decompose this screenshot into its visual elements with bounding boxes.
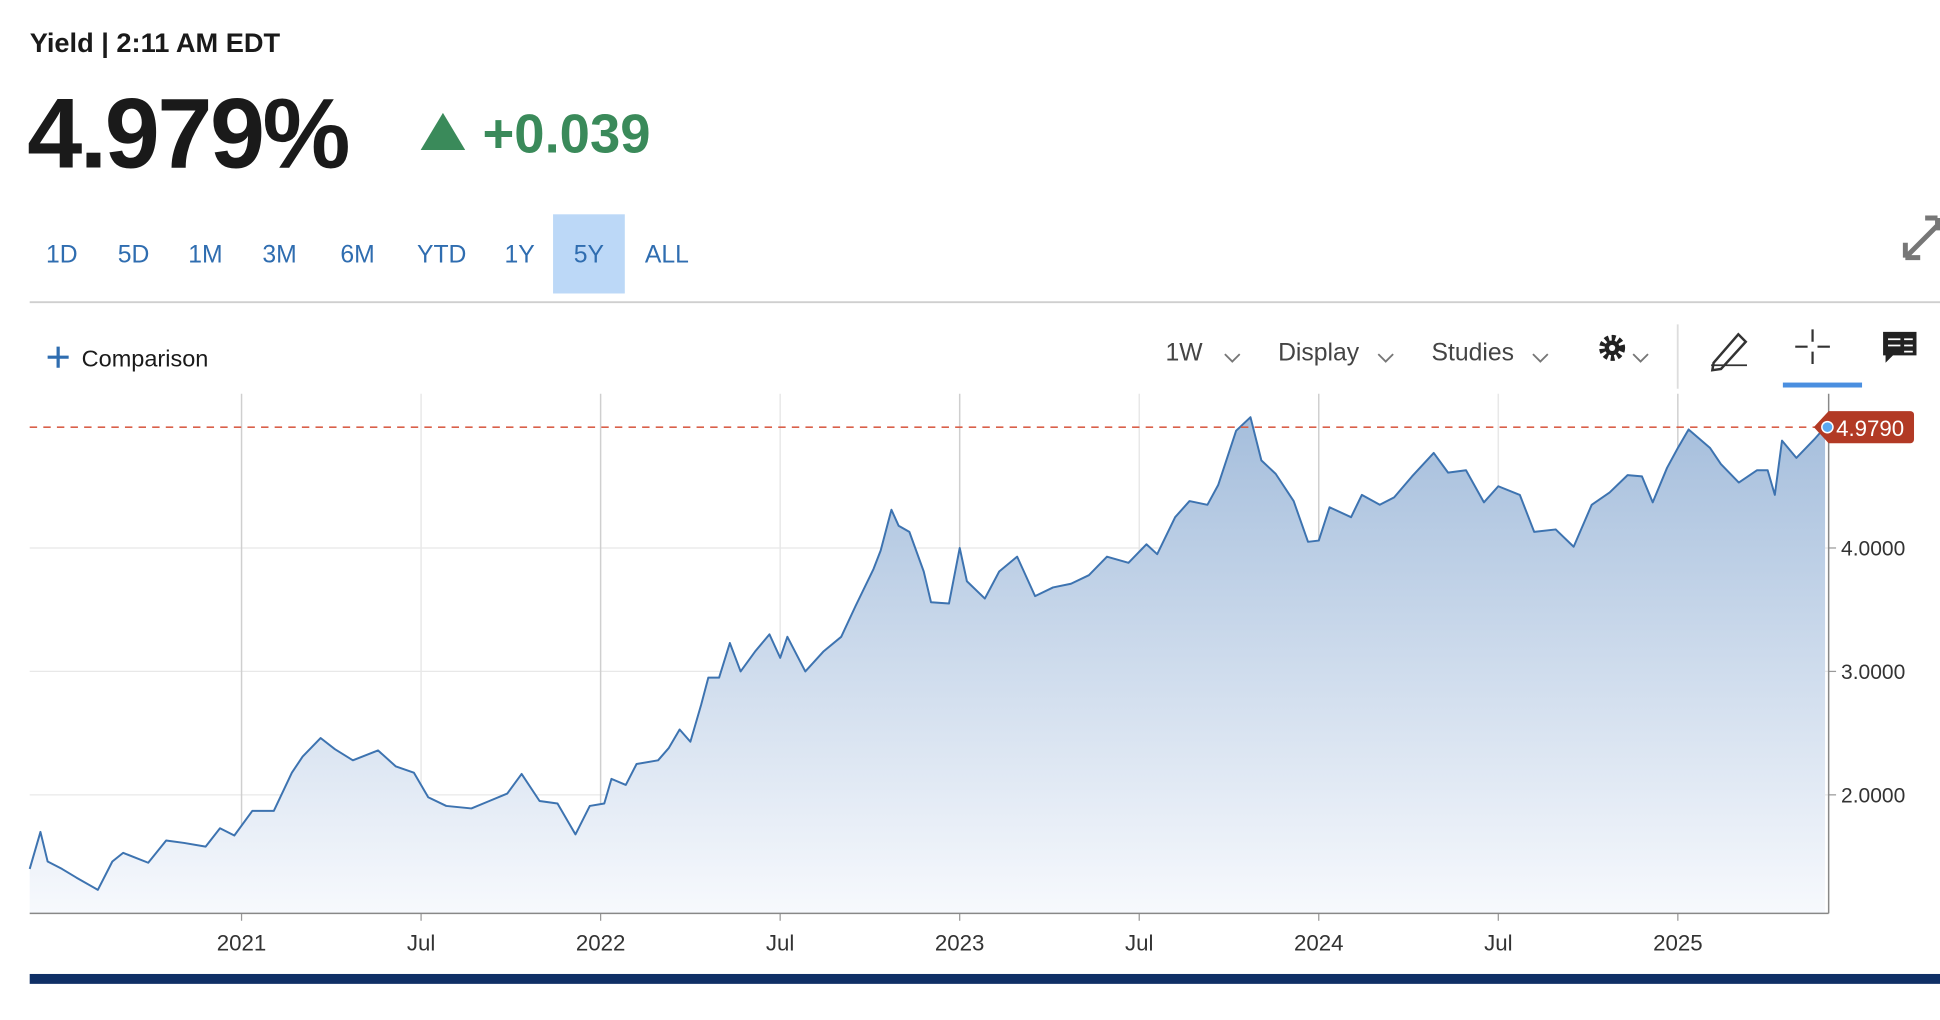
x-tick-label: 2022 xyxy=(576,930,626,955)
quote-change: +0.039 xyxy=(483,103,651,164)
chevron xyxy=(1532,353,1549,363)
series-line xyxy=(28,416,1826,891)
chevron xyxy=(1224,353,1241,363)
studies-label: Studies xyxy=(1431,339,1514,366)
quote-header: Yield | 2:11 AM EDT 4.979% +0.039 xyxy=(27,27,650,188)
range-button[interactable]: 5D xyxy=(118,242,150,269)
x-tick-label: Jul xyxy=(1484,930,1512,955)
y-tick-label: 2.0000 xyxy=(1841,784,1905,807)
x-tick-label: Jul xyxy=(766,930,794,955)
display-dropdown[interactable]: Display xyxy=(1278,339,1394,366)
chevron xyxy=(1377,353,1394,363)
range-label: 1Y xyxy=(505,242,535,269)
draw-button[interactable] xyxy=(1710,332,1748,372)
range-button[interactable]: YTD xyxy=(417,242,466,269)
range-button[interactable]: 5Y xyxy=(553,214,625,294)
range-label: ALL xyxy=(645,242,689,269)
toolbar: Comparison 1W Display Studies xyxy=(47,324,1917,389)
range-highlight xyxy=(553,214,625,294)
range-button[interactable]: 6M xyxy=(340,242,374,269)
range-button[interactable]: 3M xyxy=(262,242,296,269)
area-fill xyxy=(29,417,1826,914)
crosshair-button[interactable] xyxy=(1782,329,1863,388)
range-label: 5Y xyxy=(574,242,604,269)
range-label: 6M xyxy=(340,242,374,269)
range-label: 5D xyxy=(118,242,150,269)
up-arrow xyxy=(420,112,466,150)
range-button[interactable]: 1D xyxy=(46,242,78,269)
active-underline xyxy=(1782,382,1863,388)
y-tick-label: 4.0000 xyxy=(1841,537,1905,560)
range-label: 1D xyxy=(46,242,78,269)
quote-price: 4.979% xyxy=(27,77,348,188)
price-tag xyxy=(1813,411,1915,444)
chart: 2.0000 3.0000 4.0000 2021 Jul 2022 Jul 2023 Jul 2… xyxy=(28,393,1915,955)
studies-dropdown[interactable]: Studies xyxy=(1431,339,1549,366)
plus-icon xyxy=(47,346,69,368)
range-label: 1M xyxy=(188,242,222,269)
annotation-button[interactable] xyxy=(1883,331,1917,363)
range-button[interactable]: 1Y xyxy=(505,242,535,269)
range-button[interactable]: ALL xyxy=(645,242,689,269)
x-tick-label: 2021 xyxy=(217,930,267,955)
footer-bar xyxy=(29,973,1940,984)
comparison-label: Comparison xyxy=(82,345,209,371)
x-tick-label: 2024 xyxy=(1294,930,1344,955)
interval-dropdown[interactable]: 1W xyxy=(1165,339,1241,366)
expand-icon[interactable] xyxy=(1902,215,1940,261)
last-point xyxy=(1821,420,1834,434)
range-label: 3M xyxy=(262,242,296,269)
x-tick-label: Jul xyxy=(407,930,435,955)
range-label: YTD xyxy=(417,242,466,269)
price-tag-label: 4.9790 xyxy=(1836,416,1904,441)
range-button[interactable]: 1M xyxy=(188,242,222,269)
settings-button[interactable] xyxy=(1599,334,1649,363)
comparison-button[interactable]: Comparison xyxy=(47,345,209,371)
interval-label: 1W xyxy=(1165,339,1203,366)
x-tick-label: 2025 xyxy=(1653,930,1703,955)
x-tick-label: 2023 xyxy=(935,930,985,955)
display-label: Display xyxy=(1278,339,1360,366)
quote-label: Yield | 2:11 AM EDT xyxy=(30,27,281,58)
x-tick-label: Jul xyxy=(1125,930,1153,955)
range-selector: 1D 5D 1M 3M 6M YTD 1Y 5Y ALL xyxy=(46,214,689,294)
y-tick-label: 3.0000 xyxy=(1841,661,1905,684)
